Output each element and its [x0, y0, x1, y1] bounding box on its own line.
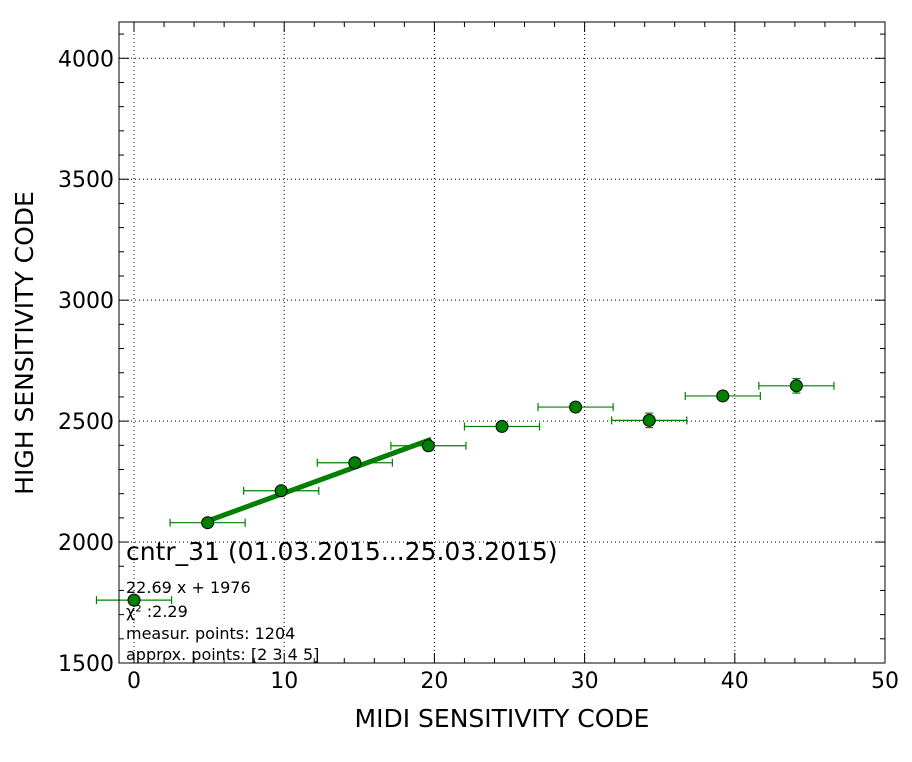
y-tick-label: 4000	[58, 47, 114, 72]
data-point	[421, 439, 435, 453]
data-point	[274, 484, 288, 498]
y-axis-label: HIGH SENSITIVITY CODE	[10, 191, 39, 495]
x-tick-label: 0	[127, 669, 141, 694]
series	[95, 377, 835, 607]
fit-line	[206, 436, 433, 524]
x-tick-label: 50	[871, 669, 899, 694]
x-tick-label: 30	[571, 669, 599, 694]
y-tick-label: 1500	[58, 652, 114, 677]
data-point	[348, 456, 362, 470]
data-point	[716, 389, 730, 403]
data-point	[569, 400, 583, 414]
major-ticks	[119, 22, 886, 664]
data-point	[201, 516, 215, 530]
minor-ticks	[119, 22, 885, 663]
data-point	[789, 379, 803, 393]
x-axis-label: MIDI SENSITIVITY CODE	[355, 704, 650, 733]
y-tick-label: 2500	[58, 410, 114, 435]
chi-squared: χ² :2.29	[126, 602, 188, 621]
x-tick-label: 40	[721, 669, 749, 694]
y-tick-label: 3000	[58, 289, 114, 314]
y-tick-label: 2000	[58, 531, 114, 556]
data-point	[642, 413, 656, 427]
y-tick-label: 3500	[58, 168, 114, 193]
data-point	[127, 593, 141, 607]
data-point	[495, 419, 509, 433]
plot-frame	[118, 21, 886, 664]
x-tick-label: 20	[420, 669, 448, 694]
data-point-group	[611, 412, 688, 429]
x-tick-label: 10	[270, 669, 298, 694]
measurement-points: measur. points: 1204	[126, 624, 295, 643]
approximation-points: approx. points: [2 3 4 5]	[126, 645, 319, 664]
grid	[119, 22, 886, 664]
tick-labels: 0 10 20 30 40 50 1500 2000 2500 3000 3500 4000	[58, 47, 899, 694]
chart-title: cntr_31 (01.03.2015...25.03.2015)	[126, 537, 558, 566]
fit-equation: 22.69 x + 1976	[126, 578, 251, 597]
